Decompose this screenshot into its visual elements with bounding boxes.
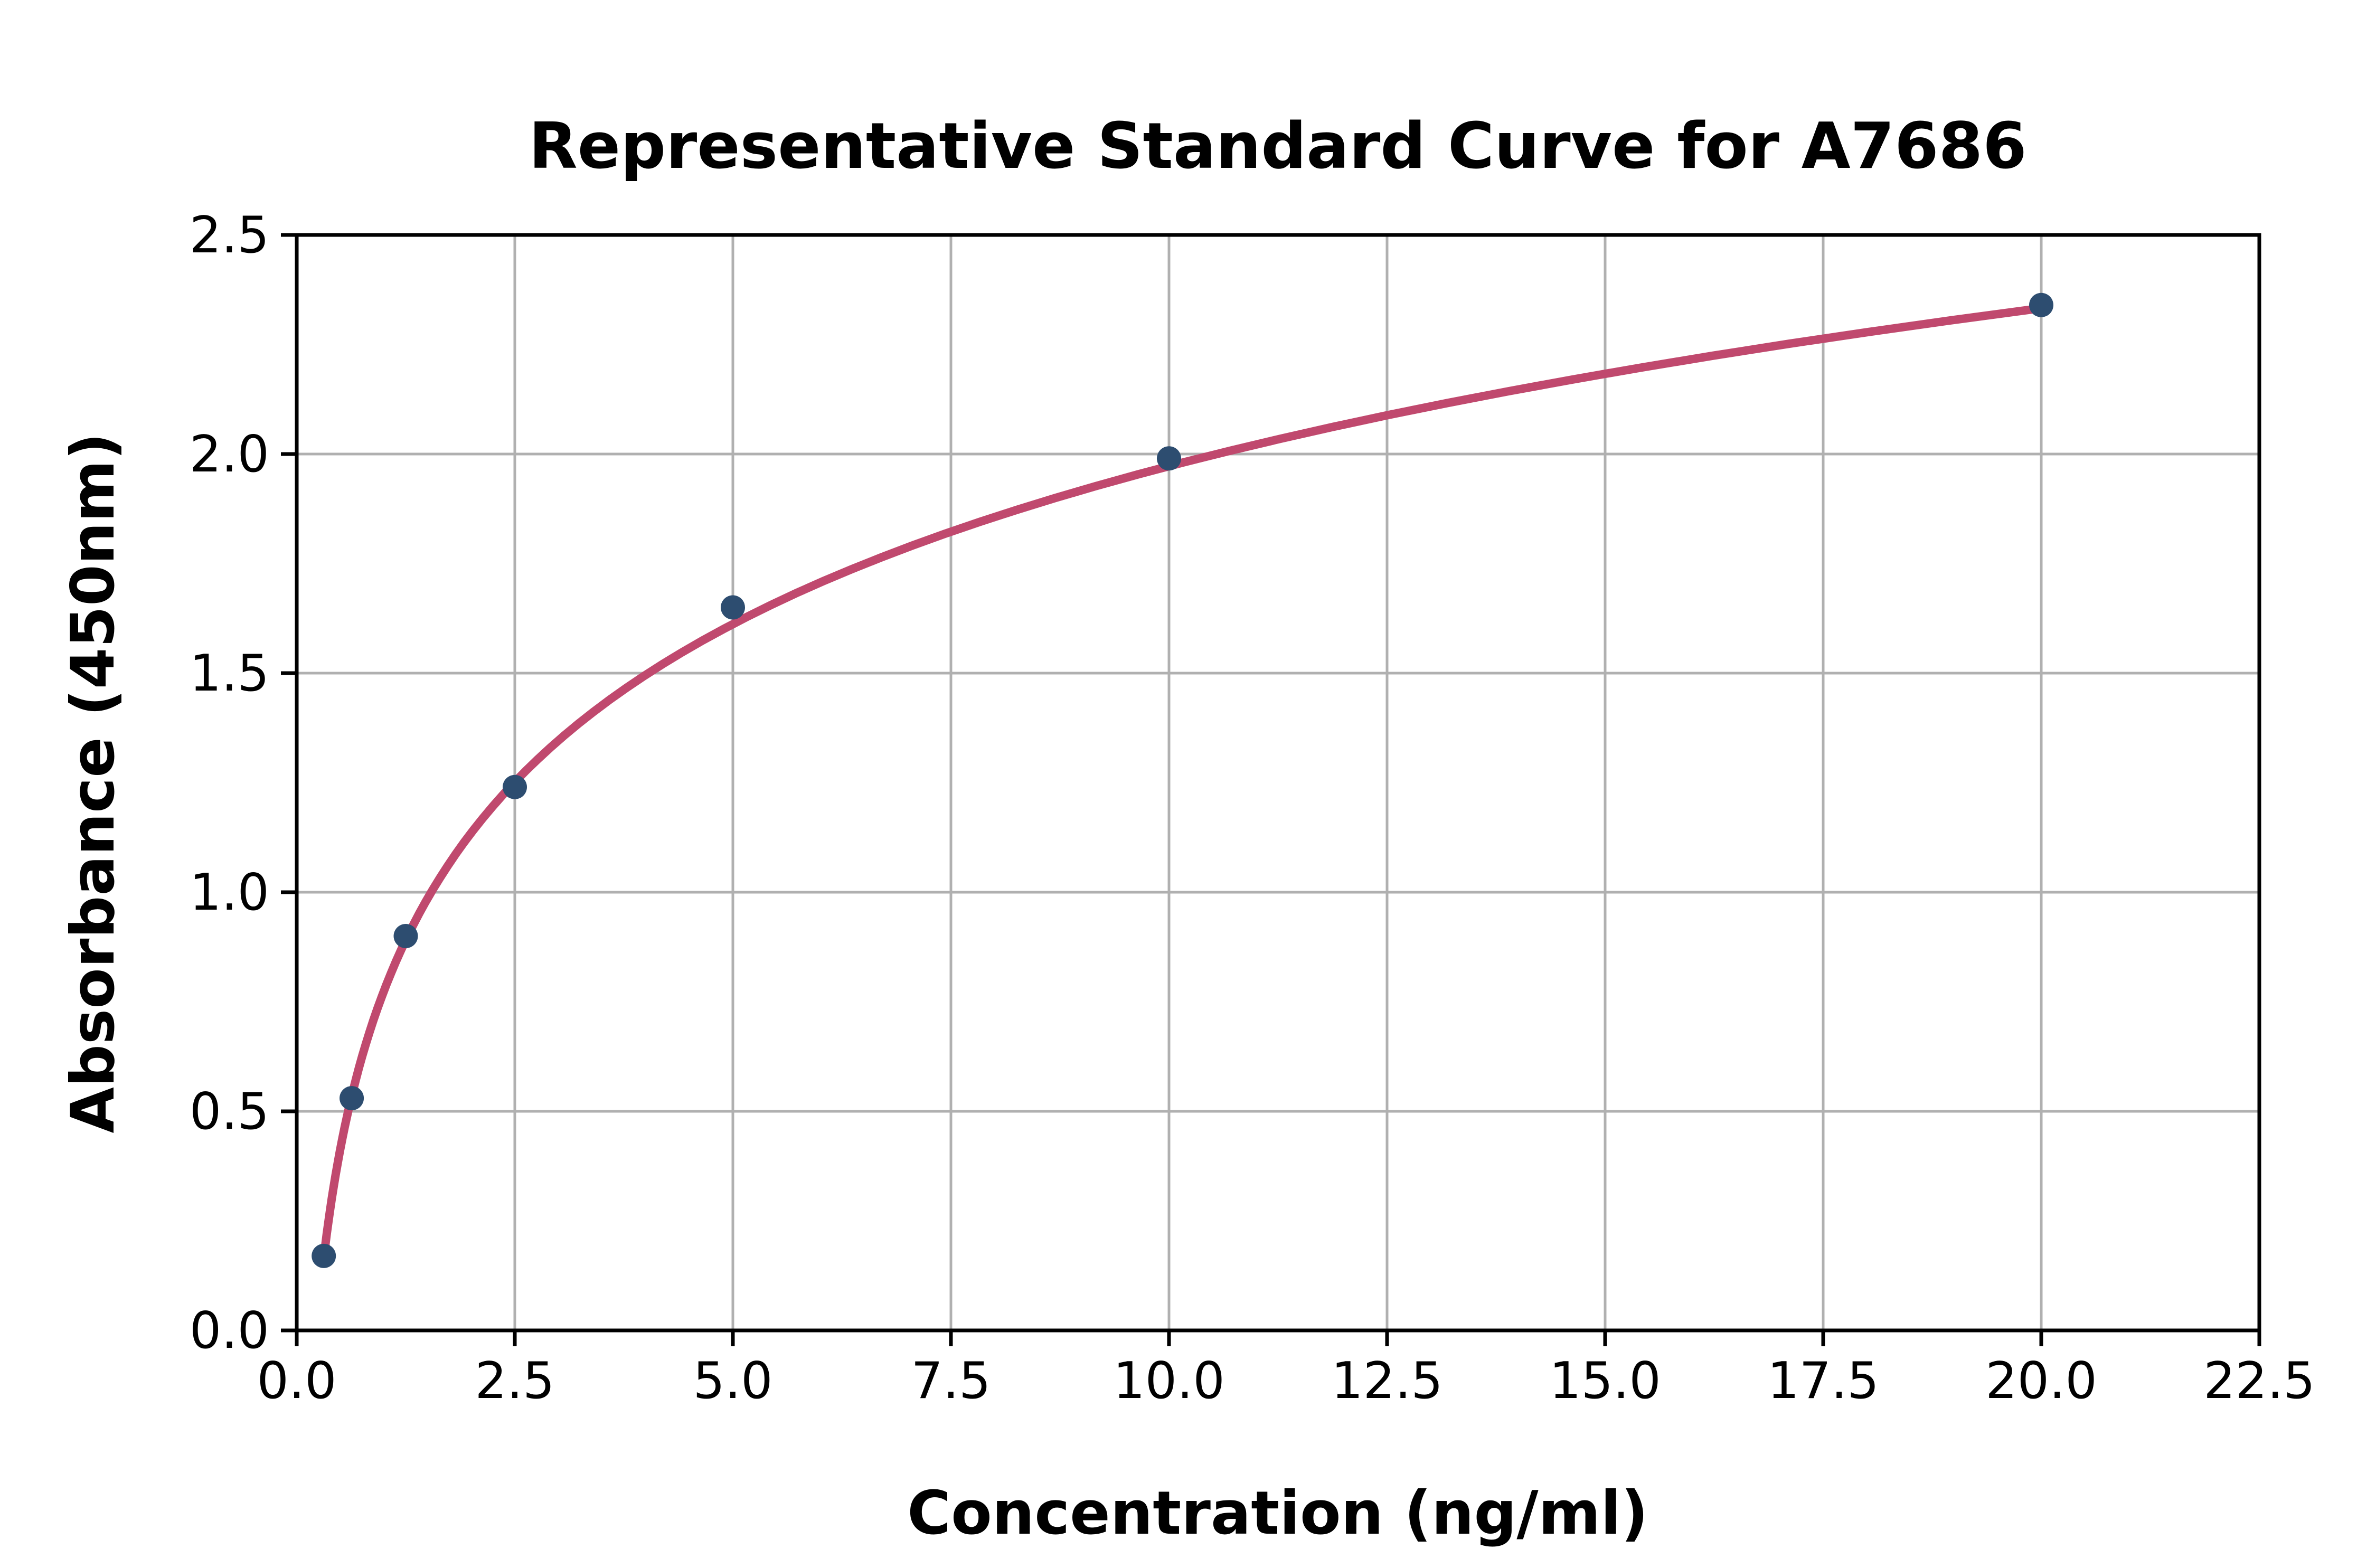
data-point bbox=[503, 774, 527, 799]
data-points bbox=[312, 292, 2053, 1268]
axes-spines bbox=[295, 233, 2261, 1333]
plot-border bbox=[295, 233, 2261, 1333]
data-point bbox=[340, 1086, 364, 1111]
x-tick-label: 17.5 bbox=[1767, 1352, 1879, 1410]
y-tick-label: 1.5 bbox=[190, 645, 269, 703]
y-tick-label: 1.0 bbox=[190, 864, 269, 922]
x-tick-label: 15.0 bbox=[1549, 1352, 1661, 1410]
x-tick-label: 20.0 bbox=[1985, 1352, 2097, 1410]
y-tick-label: 2.0 bbox=[190, 426, 269, 484]
chart-title: Representative Standard Curve for A7686 bbox=[529, 110, 2026, 183]
x-tick-label: 12.5 bbox=[1331, 1352, 1443, 1410]
data-point bbox=[312, 1243, 336, 1268]
x-axis-label: Concentration (ng/ml) bbox=[907, 1478, 1648, 1548]
data-point bbox=[2029, 292, 2053, 317]
grid bbox=[295, 233, 2261, 1332]
y-tick-label: 0.0 bbox=[190, 1302, 269, 1360]
axis-ticks: 0.0 2.5 5.0 7.5 10.0 12.5 15.0 17.5 20.0 22.5 0.0 0… bbox=[190, 206, 2315, 1410]
data-point bbox=[1157, 446, 1181, 471]
data-point bbox=[393, 924, 418, 948]
x-tick-label: 5.0 bbox=[693, 1352, 772, 1410]
x-tick-label: 2.5 bbox=[475, 1352, 554, 1410]
x-tick-label: 22.5 bbox=[2203, 1352, 2315, 1410]
y-tick-label: 2.5 bbox=[190, 206, 269, 265]
x-tick-label: 10.0 bbox=[1113, 1352, 1225, 1410]
data-point bbox=[721, 595, 745, 620]
y-tick-label: 0.5 bbox=[190, 1083, 269, 1141]
x-tick-label: 7.5 bbox=[911, 1352, 991, 1410]
x-tick-label: 0.0 bbox=[257, 1352, 336, 1410]
y-axis-label: Absorbance (450nm) bbox=[58, 433, 128, 1134]
fit-curve-line bbox=[319, 304, 2045, 1262]
fit-curve bbox=[319, 304, 2045, 1262]
